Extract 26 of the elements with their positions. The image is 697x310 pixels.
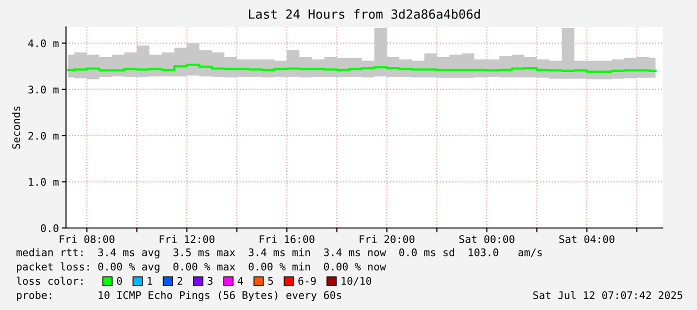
legend-label: 1 xyxy=(148,277,152,285)
legend-label: 6-9 xyxy=(298,276,316,285)
legend-label: 10/10 xyxy=(342,276,372,286)
y-tick-label: 0.0 xyxy=(40,224,58,232)
text: median rtt: 3.4 ms avg 3.5 ms max 3.4 ms min 3.4 ms now 0.0 ms sd 103.0 am/s xyxy=(16,248,542,258)
text: probe: 10 ICMP Echo Pings (56 Bytes) every 60s xyxy=(17,290,342,302)
legend-label: 0 xyxy=(117,276,122,285)
text: Sat Jul 12 07:07:42 2025 xyxy=(533,290,682,300)
chart-title: Last 24 Hours from 3d2a86a4b06d xyxy=(248,9,480,19)
y-tick-label: 1.0 m xyxy=(28,178,59,186)
x-tick-label: Fri 16:00 xyxy=(260,235,314,244)
y-axis-title: Seconds xyxy=(12,106,20,149)
x-tick-label: Fri 12:00 xyxy=(160,235,214,244)
x-tick-label: Sat 00:00 xyxy=(459,235,514,244)
legend-title: loss color: xyxy=(16,276,83,285)
text: packet loss: 0.00 % avg 0.00 % max 0.00 % min 0.00 % now xyxy=(17,262,386,273)
legend-label: 3 xyxy=(208,276,213,285)
x-tick-label: Fri 08:00 xyxy=(60,235,114,244)
x-tick-label: Sat 04:00 xyxy=(559,235,614,244)
y-tick-label: 2.0 m xyxy=(28,132,59,140)
legend-label: 5 xyxy=(268,277,273,285)
legend-label: 2 xyxy=(178,276,182,285)
legend-label: 4 xyxy=(238,277,244,285)
y-tick-label: 4.0 m xyxy=(28,39,59,48)
x-tick-label: Fri 20:00 xyxy=(360,235,414,244)
y-tick-label: 3.0 m xyxy=(28,86,59,94)
